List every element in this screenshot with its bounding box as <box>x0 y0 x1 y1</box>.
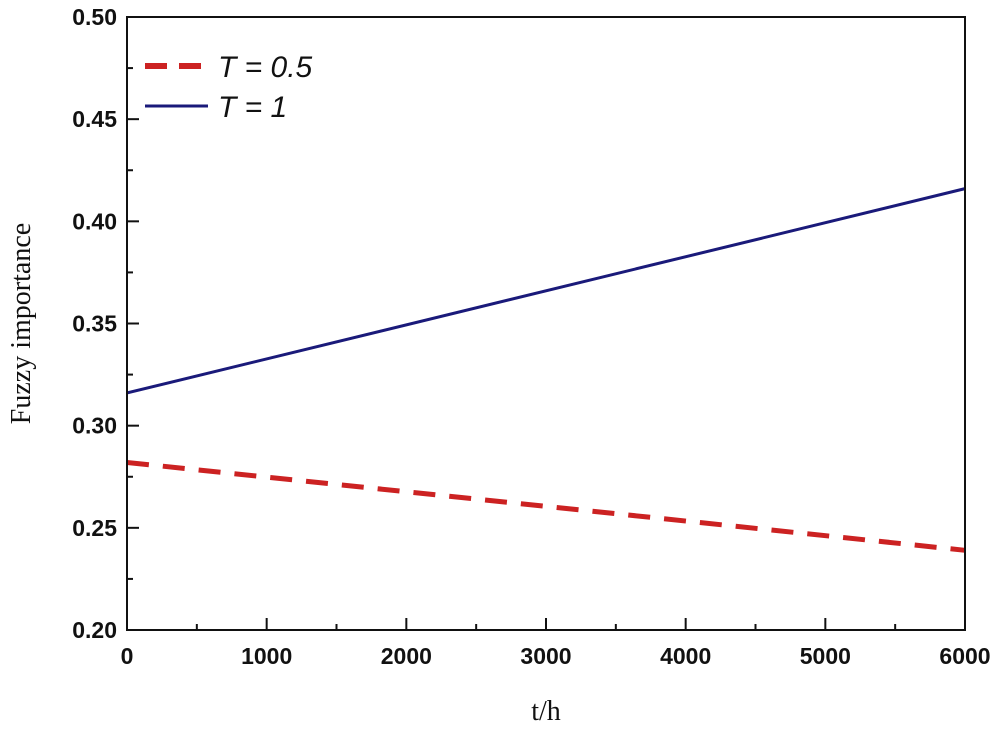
x-tick-label: 6000 <box>939 643 990 669</box>
y-tick-label: 0.25 <box>72 515 117 541</box>
x-tick-label: 0 <box>121 643 134 669</box>
series-layer <box>126 187 966 553</box>
x-tick-label: 2000 <box>381 643 432 669</box>
x-tick-label: 3000 <box>520 643 571 669</box>
y-tick-label: 0.20 <box>72 617 117 643</box>
y-tick-label: 0.40 <box>72 208 117 234</box>
legend-label-0: T = 0.5 <box>218 51 313 84</box>
x-tick-label: 5000 <box>800 643 851 669</box>
y-tick-label: 0.30 <box>72 413 117 439</box>
y-tick-label: 0.35 <box>72 311 117 337</box>
legend-label-1: T = 1 <box>218 91 287 124</box>
legend: T = 0.5 T = 1 <box>145 51 313 124</box>
y-tick-label: 0.45 <box>72 106 117 132</box>
x-tick-label: 1000 <box>241 643 292 669</box>
y-tick-label: 0.50 <box>72 4 117 30</box>
axis-ticks: 0 1000 2000 3000 4000 5000 6000 0.20 0.25 0.30 0.3… <box>72 4 990 669</box>
series-line-0 <box>126 459 966 553</box>
y-axis-title: Fuzzy importance <box>6 223 37 424</box>
series-line-1 <box>126 187 966 395</box>
x-tick-label: 4000 <box>660 643 711 669</box>
x-axis-title: t/h <box>531 696 561 727</box>
